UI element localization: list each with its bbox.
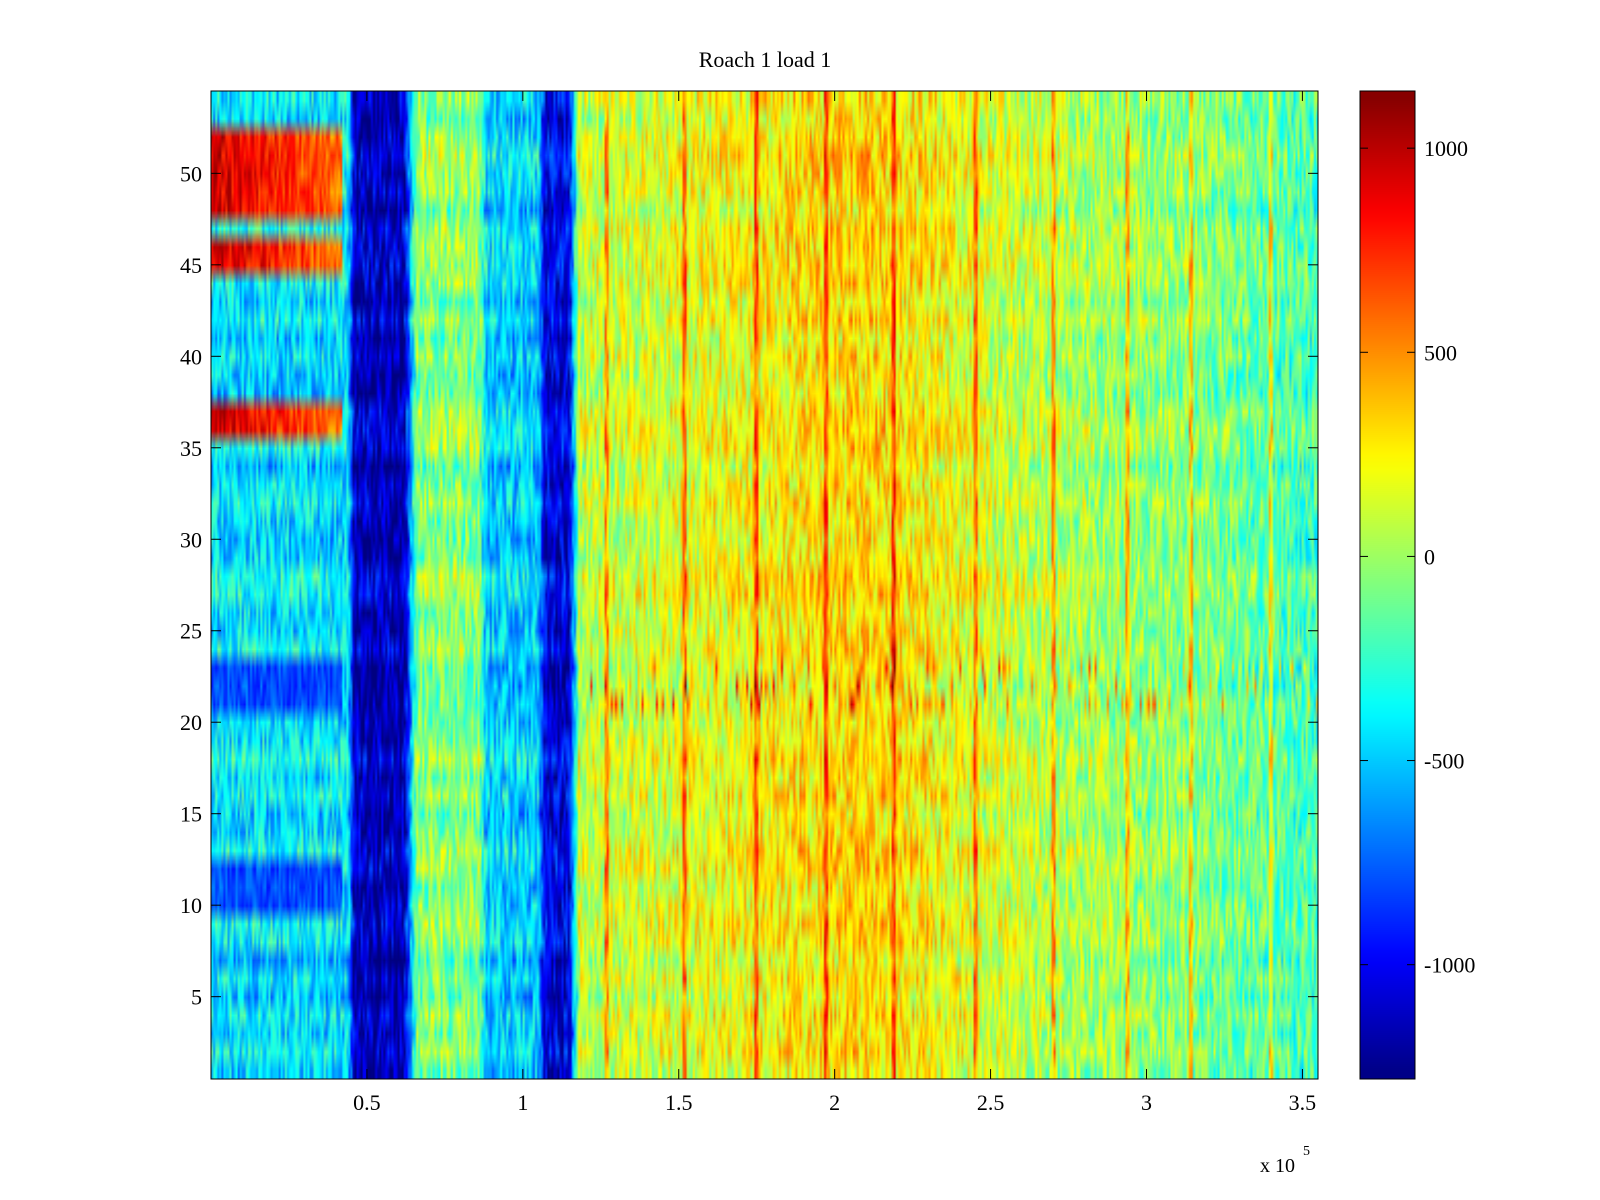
colorbar-tick-label: 1000 xyxy=(1424,136,1468,161)
y-tick-label: 45 xyxy=(180,253,202,278)
x-tick-label: 1.5 xyxy=(665,1090,693,1115)
colorbar-ticks: 1000 500 0 -500 -1000 xyxy=(1360,136,1475,978)
y-tick-label: 30 xyxy=(180,527,202,552)
chart-title: Roach 1 load 1 xyxy=(699,47,832,72)
x-tick-label: 1 xyxy=(517,1090,528,1115)
colorbar-tick-label: -500 xyxy=(1424,749,1464,774)
y-axis: 5 10 15 20 25 30 35 40 45 50 xyxy=(180,161,1318,1010)
y-tick-label: 5 xyxy=(191,985,202,1010)
x-tick-label: 0.5 xyxy=(353,1090,381,1115)
y-tick-label: 10 xyxy=(180,893,202,918)
y-tick-label: 35 xyxy=(180,436,202,461)
y-tick-label: 20 xyxy=(180,710,202,735)
y-tick-label: 50 xyxy=(180,161,202,186)
x-tick-label: 3 xyxy=(1141,1090,1152,1115)
colorbar: 1000 500 0 -500 -1000 xyxy=(1359,90,1475,1080)
x-exponent-base: x 10 xyxy=(1260,1155,1295,1177)
colorbar-tick-label: -1000 xyxy=(1424,953,1475,978)
y-tick-label: 40 xyxy=(180,344,202,369)
x-tick-label: 2.5 xyxy=(977,1090,1005,1115)
y-tick-label: 25 xyxy=(180,619,202,644)
colorbar-tick-label: 500 xyxy=(1424,340,1457,365)
x-tick-label: 2 xyxy=(829,1090,840,1115)
x-exponent-label: x 10 5 xyxy=(1260,1144,1310,1177)
x-tick-label: 3.5 xyxy=(1289,1090,1317,1115)
colorbar-frame xyxy=(1359,90,1416,1080)
colorbar-tick-label: 0 xyxy=(1424,544,1435,569)
colorbar-gradient xyxy=(1360,91,1415,1079)
x-axis: 0.5 1 1.5 2 2.5 3 3.5 xyxy=(353,91,1316,1115)
heatmap-plot-area xyxy=(210,90,1319,1080)
heatmap-image xyxy=(211,91,1318,1079)
x-exponent-power: 5 xyxy=(1303,1144,1310,1159)
y-tick-label: 15 xyxy=(180,802,202,827)
plot-frame xyxy=(210,90,1319,1080)
